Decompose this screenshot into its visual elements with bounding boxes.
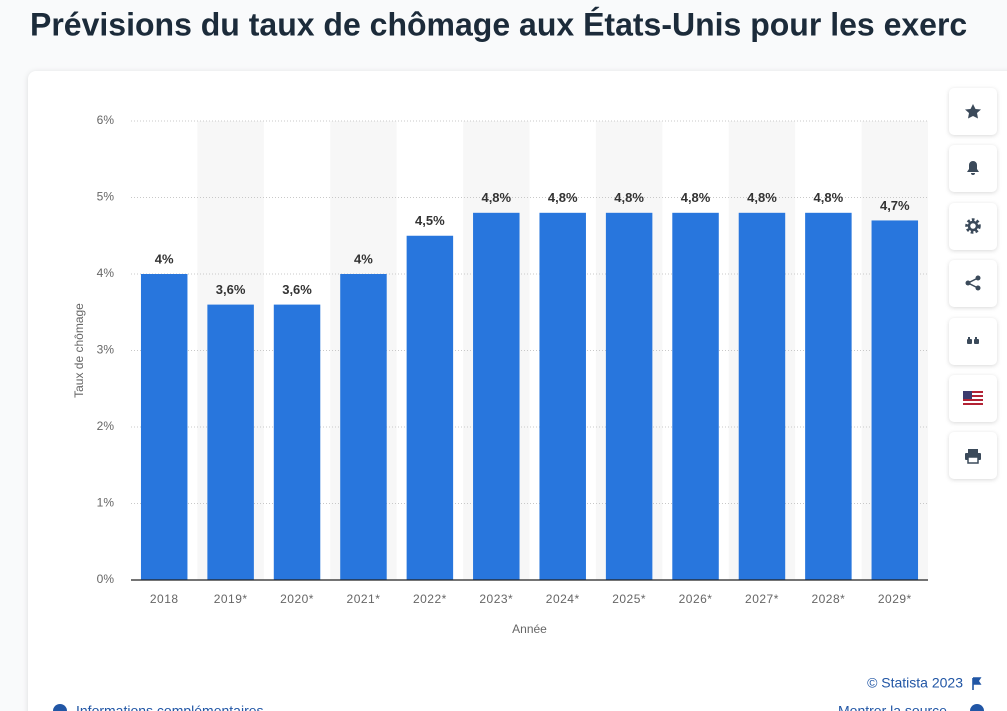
value-label: 4,8% [681, 190, 711, 205]
y-tick-label: 5% [97, 190, 115, 204]
bar [672, 212, 719, 581]
x-tick-label: 2020* [280, 592, 314, 606]
info-icon [53, 704, 67, 711]
flag-icon [963, 391, 983, 405]
bar [207, 304, 254, 580]
value-label: 3,6% [216, 282, 246, 297]
bar [871, 220, 919, 580]
y-tick-label: 2% [97, 419, 115, 433]
value-label: 4,5% [415, 213, 445, 228]
source-link[interactable]: Montrer la source [838, 703, 947, 711]
bar [605, 212, 653, 581]
x-tick-label: 2025* [612, 592, 646, 606]
gear-icon [967, 220, 979, 232]
value-label: 4,8% [481, 190, 511, 205]
x-axis-title: Année [512, 622, 547, 636]
star-icon [965, 104, 981, 119]
value-label: 4,8% [814, 190, 844, 205]
bar [473, 212, 520, 581]
page-title: Prévisions du taux de chômage aux États-… [30, 6, 967, 42]
value-label: 4,7% [880, 198, 910, 213]
x-tick-label: 2018 [150, 592, 179, 606]
x-tick-label: 2023* [479, 592, 513, 606]
bar [738, 212, 786, 581]
gear-icon [965, 218, 981, 234]
value-label: 4% [354, 251, 373, 266]
quote-icon [967, 337, 979, 344]
x-tick-label: 2029* [878, 592, 912, 606]
flag-report-icon[interactable] [972, 677, 982, 690]
plot: 0% 1% 2% 3% 4% 5% 6% 4% 2018 3,6% 2019* 3,6% 2020* 4%… [72, 113, 928, 636]
y-tick-label: 6% [97, 113, 115, 127]
share-icon [965, 275, 981, 291]
x-tick-label: 2021* [347, 592, 381, 606]
y-tick-label: 1% [97, 496, 115, 510]
bar [805, 212, 852, 581]
printer-icon [965, 449, 981, 464]
bell-icon [967, 161, 979, 175]
info-link[interactable]: Informations complémentaires [76, 703, 264, 711]
bar [273, 304, 321, 580]
toolbar [949, 88, 997, 479]
y-axis-title: Taux de chômage [72, 303, 86, 398]
x-tick-label: 2022* [413, 592, 447, 606]
settings-button[interactable] [949, 203, 997, 250]
source-icon [970, 704, 984, 711]
value-label: 4,8% [548, 190, 578, 205]
y-tick-label: 3% [97, 343, 115, 357]
x-tick-label: 2024* [546, 592, 580, 606]
y-tick-label: 4% [97, 266, 115, 280]
x-tick-label: 2019* [214, 592, 248, 606]
value-label: 3,6% [282, 282, 312, 297]
value-label: 4% [155, 251, 174, 266]
bar [140, 274, 188, 580]
bar [340, 274, 387, 580]
value-label: 4,8% [747, 190, 777, 205]
x-tick-label: 2028* [811, 592, 845, 606]
y-tick-label: 0% [97, 572, 115, 586]
bar [406, 235, 454, 580]
share-button[interactable] [949, 260, 997, 307]
x-tick-label: 2027* [745, 592, 779, 606]
bar [539, 212, 586, 581]
x-tick-label: 2026* [679, 592, 713, 606]
value-label: 4,8% [614, 190, 644, 205]
credit[interactable]: © Statista 2023 [867, 675, 963, 691]
cite-button[interactable] [949, 318, 997, 365]
